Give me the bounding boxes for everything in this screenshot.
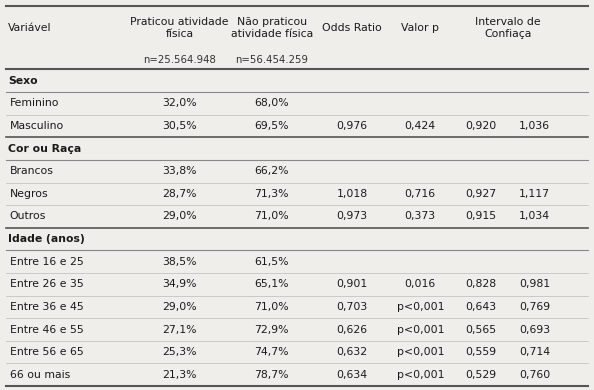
Text: 0,920: 0,920 <box>466 121 497 131</box>
Text: Não praticou
atividade física: Não praticou atividade física <box>230 18 313 39</box>
Text: 69,5%: 69,5% <box>254 121 289 131</box>
Text: p<0,001: p<0,001 <box>397 302 444 312</box>
Text: p<0,001: p<0,001 <box>397 347 444 357</box>
Text: Negros: Negros <box>10 189 48 199</box>
Text: Brancos: Brancos <box>10 166 53 176</box>
Text: 0,976: 0,976 <box>336 121 368 131</box>
Text: 71,0%: 71,0% <box>254 211 289 222</box>
Text: Entre 16 e 25: Entre 16 e 25 <box>10 257 83 267</box>
Text: 25,3%: 25,3% <box>162 347 197 357</box>
Text: n=56.454.259: n=56.454.259 <box>235 55 308 65</box>
Text: Intervalo de
Confiaça: Intervalo de Confiaça <box>475 18 541 39</box>
Text: 27,1%: 27,1% <box>162 324 197 335</box>
Text: 78,7%: 78,7% <box>254 370 289 380</box>
Text: 61,5%: 61,5% <box>254 257 289 267</box>
Text: 29,0%: 29,0% <box>162 302 197 312</box>
Text: 72,9%: 72,9% <box>254 324 289 335</box>
Text: Variável: Variável <box>8 23 52 33</box>
Text: 74,7%: 74,7% <box>254 347 289 357</box>
Text: 68,0%: 68,0% <box>254 98 289 108</box>
Text: 66,2%: 66,2% <box>254 166 289 176</box>
Text: Masculino: Masculino <box>10 121 64 131</box>
Text: 29,0%: 29,0% <box>162 211 197 222</box>
Text: 1,034: 1,034 <box>519 211 550 222</box>
Text: 32,0%: 32,0% <box>162 98 197 108</box>
Text: 38,5%: 38,5% <box>162 257 197 267</box>
Text: Outros: Outros <box>10 211 46 222</box>
Text: Praticou atividade
física: Praticou atividade física <box>131 18 229 39</box>
Text: Sexo: Sexo <box>8 76 38 86</box>
Text: Cor ou Raça: Cor ou Raça <box>8 144 81 154</box>
Text: 71,3%: 71,3% <box>254 189 289 199</box>
Text: 1,117: 1,117 <box>519 189 550 199</box>
Text: 0,634: 0,634 <box>336 370 368 380</box>
Text: 0,424: 0,424 <box>405 121 436 131</box>
Text: Entre 36 e 45: Entre 36 e 45 <box>10 302 83 312</box>
Text: 65,1%: 65,1% <box>254 279 289 289</box>
Text: 0,373: 0,373 <box>405 211 436 222</box>
Text: 0,626: 0,626 <box>336 324 368 335</box>
Text: 0,643: 0,643 <box>466 302 497 312</box>
Text: 0,559: 0,559 <box>466 347 497 357</box>
Text: n=25.564.948: n=25.564.948 <box>143 55 216 65</box>
Text: 0,016: 0,016 <box>405 279 436 289</box>
Text: Entre 46 e 55: Entre 46 e 55 <box>10 324 83 335</box>
Text: 0,632: 0,632 <box>336 347 368 357</box>
Text: 30,5%: 30,5% <box>162 121 197 131</box>
Text: Odds Ratio: Odds Ratio <box>322 23 382 33</box>
Text: 71,0%: 71,0% <box>254 302 289 312</box>
Text: 1,036: 1,036 <box>519 121 550 131</box>
Text: p<0,001: p<0,001 <box>397 324 444 335</box>
Text: Entre 26 e 35: Entre 26 e 35 <box>10 279 83 289</box>
Text: Idade (anos): Idade (anos) <box>8 234 85 244</box>
Text: 0,981: 0,981 <box>519 279 550 289</box>
Text: 21,3%: 21,3% <box>162 370 197 380</box>
Text: Feminino: Feminino <box>10 98 59 108</box>
Text: 0,915: 0,915 <box>466 211 497 222</box>
Text: Valor p: Valor p <box>402 23 439 33</box>
Text: 0,769: 0,769 <box>519 302 550 312</box>
Text: 0,565: 0,565 <box>466 324 497 335</box>
Text: 0,693: 0,693 <box>519 324 550 335</box>
Text: p<0,001: p<0,001 <box>397 370 444 380</box>
Text: 33,8%: 33,8% <box>162 166 197 176</box>
Text: 66 ou mais: 66 ou mais <box>10 370 69 380</box>
Text: 0,927: 0,927 <box>466 189 497 199</box>
Text: 0,714: 0,714 <box>519 347 550 357</box>
Text: 0,760: 0,760 <box>519 370 550 380</box>
Text: 0,973: 0,973 <box>336 211 368 222</box>
Text: Entre 56 e 65: Entre 56 e 65 <box>10 347 83 357</box>
Text: 0,716: 0,716 <box>405 189 436 199</box>
Text: 0,828: 0,828 <box>466 279 497 289</box>
Text: 0,703: 0,703 <box>336 302 368 312</box>
Text: 28,7%: 28,7% <box>162 189 197 199</box>
Text: 34,9%: 34,9% <box>162 279 197 289</box>
Text: 1,018: 1,018 <box>336 189 368 199</box>
Text: 0,529: 0,529 <box>466 370 497 380</box>
Text: 0,901: 0,901 <box>336 279 368 289</box>
